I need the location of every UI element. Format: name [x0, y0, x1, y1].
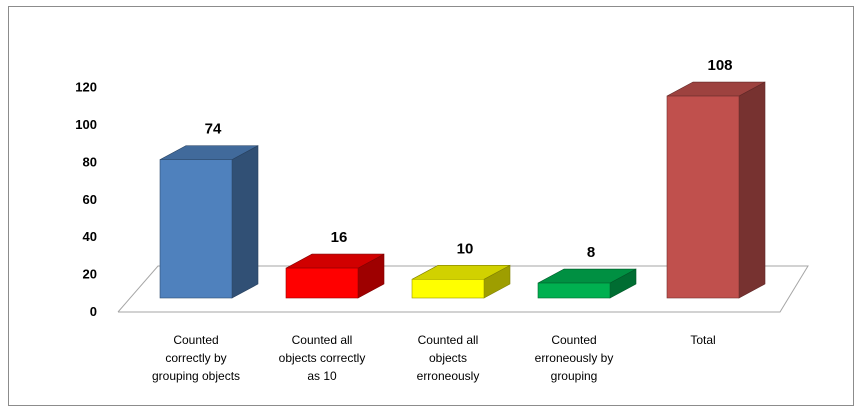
category-label: Counted all objects correctly as 10: [279, 333, 366, 383]
bar: [159, 145, 259, 299]
category-label: Counted all objects erroneously: [417, 333, 480, 383]
bar-front-face: [411, 278, 485, 299]
data-label: 16: [331, 229, 348, 246]
floor-outline: [117, 265, 809, 313]
bar: [285, 253, 385, 299]
bar-side-face: [231, 145, 259, 299]
bars: [159, 81, 766, 299]
y-tick-label: 0: [90, 304, 97, 319]
y-tick-label: 20: [83, 267, 97, 282]
bar-front-face: [666, 95, 740, 299]
bar: [666, 81, 766, 299]
data-label: 108: [707, 57, 732, 74]
y-tick-label: 40: [83, 229, 97, 244]
chart-floor: [117, 265, 809, 313]
category-label: Counted erroneously by grouping: [535, 333, 614, 383]
y-tick-label: 80: [83, 154, 97, 169]
y-tick-label: 60: [83, 192, 97, 207]
bar-side-face: [738, 81, 766, 299]
y-axis: 0 20 40 60 80 100 120: [75, 80, 97, 319]
bar-front-face: [285, 267, 359, 299]
bar: [537, 268, 637, 299]
data-label: 74: [205, 121, 222, 138]
y-tick-label: 120: [75, 80, 97, 95]
bar-front-face: [159, 159, 233, 299]
bar-front-face: [537, 282, 611, 299]
data-label: 8: [587, 244, 595, 261]
category-labels: Counted correctly by grouping objects Count…: [152, 333, 716, 383]
bar: [411, 264, 511, 299]
data-label: 10: [457, 240, 474, 257]
category-label: Counted correctly by grouping objects: [152, 333, 240, 383]
y-tick-label: 100: [75, 117, 97, 132]
category-label: Total: [690, 333, 715, 347]
